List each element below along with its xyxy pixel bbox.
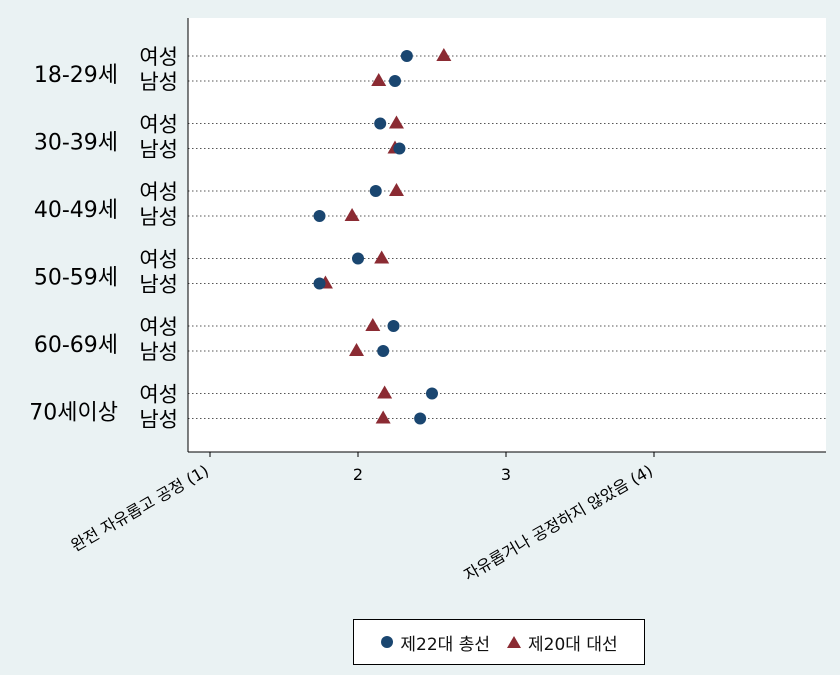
circle-marker (400, 50, 413, 62)
circle-marker (313, 210, 326, 222)
legend-label: 제20대 대선 (528, 634, 618, 655)
circle-marker (426, 387, 438, 400)
x-tick-label: 완전 자유롭고 공정 (1) (68, 461, 212, 555)
triangle-marker (436, 48, 452, 61)
legend-label: 제22대 총선 (400, 634, 490, 655)
row-label: 남성 (139, 273, 178, 297)
triangle-marker (374, 250, 390, 264)
row-label: 남성 (139, 70, 178, 94)
triangle-marker (365, 318, 381, 331)
row-label: 여성 (139, 180, 178, 204)
triangle-marker (388, 183, 404, 196)
triangle-marker (377, 385, 393, 399)
triangle-marker (344, 208, 360, 221)
row-label: 여성 (139, 113, 178, 137)
row-label: 남성 (139, 138, 178, 162)
x-tick-label: 3 (501, 465, 511, 484)
triangle-marker-icon (507, 636, 521, 648)
group-label: 60-69세 (34, 333, 118, 358)
circle-marker (369, 185, 382, 197)
legend-item-series-2: 제20대 대선 (506, 630, 618, 655)
x-tick-label: 자유롭거나 공정하지 않았음 (4) (461, 461, 656, 585)
circle-marker (389, 75, 401, 87)
row-label: 여성 (139, 383, 178, 407)
row-label: 여성 (139, 45, 178, 69)
circle-marker (313, 277, 326, 290)
triangle-marker (371, 73, 387, 86)
row-label: 남성 (139, 340, 178, 364)
plot-area (188, 18, 826, 452)
triangle-marker (388, 115, 404, 129)
row-label: 여성 (139, 248, 178, 272)
circle-marker (377, 345, 390, 357)
group-label: 70세이상 (29, 401, 118, 426)
circle-marker (387, 320, 400, 332)
legend-item-series-1: 제22대 총선 (380, 630, 490, 655)
circle-marker-icon (381, 636, 394, 648)
row-label: 남성 (139, 205, 178, 229)
triangle-marker (375, 410, 391, 424)
row-label: 남성 (139, 408, 178, 432)
x-tick-label: 2 (353, 465, 363, 484)
data-marks (313, 48, 452, 425)
group-label: 18-29세 (34, 63, 118, 88)
group-label: 30-39세 (34, 131, 118, 156)
circle-marker (393, 142, 406, 155)
group-label: 40-49세 (34, 198, 118, 223)
circle-marker (352, 252, 364, 265)
group-label: 50-59세 (34, 266, 118, 291)
y-labels: 여성남성18-29세여성남성30-39세여성남성40-49세여성남성50-59세… (29, 45, 178, 432)
circle-marker (374, 117, 387, 130)
legend: 제22대 총선 제20대 대선 (353, 619, 645, 665)
circle-marker (414, 412, 427, 425)
triangle-marker (349, 343, 365, 356)
row-label: 여성 (139, 315, 178, 339)
